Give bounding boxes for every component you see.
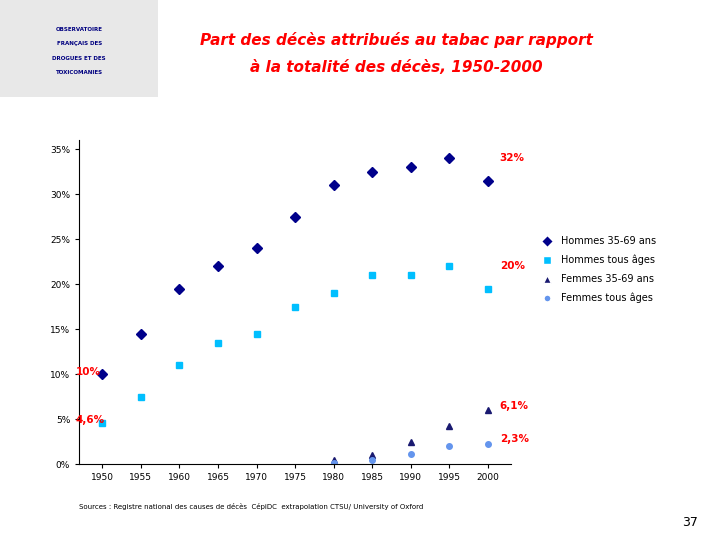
Text: Sources : Registre national des causes de décès  CépiDC  extrapolation CTSU/ Uni: Sources : Registre national des causes d…	[79, 503, 423, 510]
Text: Part des décès attribués au tabac par rapport: Part des décès attribués au tabac par ra…	[199, 32, 593, 49]
Text: 10%: 10%	[76, 367, 100, 377]
Text: TOXICOMANIES: TOXICOMANIES	[55, 70, 103, 76]
Text: 32%: 32%	[500, 153, 525, 164]
Text: 37: 37	[683, 516, 698, 529]
Text: 4,6%: 4,6%	[76, 415, 104, 426]
Text: OBSERVATOIRE: OBSERVATOIRE	[55, 26, 103, 32]
Text: 6,1%: 6,1%	[500, 401, 528, 411]
Text: à la totalité des décès, 1950-2000: à la totalité des décès, 1950-2000	[250, 60, 542, 75]
Text: FRANÇAIS DES: FRANÇAIS DES	[57, 41, 102, 46]
Text: 20%: 20%	[500, 261, 525, 272]
Text: 2,3%: 2,3%	[500, 434, 528, 444]
Text: DROGUES ET DES: DROGUES ET DES	[53, 56, 106, 61]
Legend: Hommes 35-69 ans, Hommes tous âges, Femmes 35-69 ans, Femmes tous âges: Hommes 35-69 ans, Hommes tous âges, Femm…	[538, 236, 656, 303]
